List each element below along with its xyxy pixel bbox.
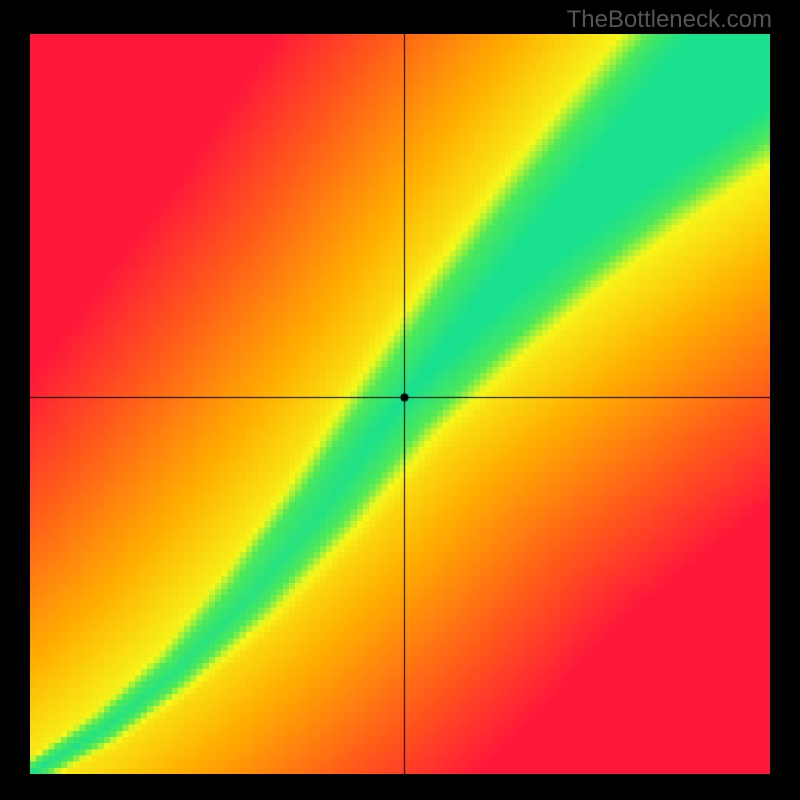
chart-stage: TheBottleneck.com [0,0,800,800]
source-watermark: TheBottleneck.com [567,6,772,34]
crosshair-overlay [30,34,770,774]
